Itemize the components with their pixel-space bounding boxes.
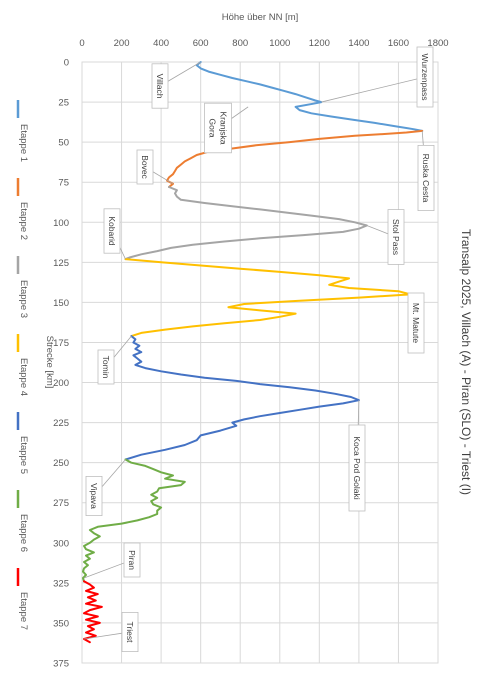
legend-label: Etappe 1	[18, 124, 29, 162]
elevation-tick-label: 600	[193, 38, 209, 49]
annotation-leader-wurzenpass	[321, 76, 426, 103]
annotation-label: Ruska Cesta	[421, 154, 431, 203]
series-line-etappe-7	[83, 580, 103, 644]
distance-tick-label: 150	[53, 298, 69, 309]
legend-item-etappe-3: Etappe 3	[16, 256, 29, 318]
annotation-box	[97, 349, 115, 385]
annotation-box	[387, 209, 405, 265]
legend-item-etappe-6: Etappe 6	[16, 490, 29, 552]
annotation-box	[123, 542, 141, 578]
annotation-tomin: Tomin	[97, 349, 115, 385]
annotation-bovec: Bovec	[136, 149, 154, 185]
tick-labels: 0 25 50 75 100 125 150 175 200 225 250 275 300 325 350…	[53, 38, 448, 670]
distance-tick-label: 375	[53, 659, 69, 670]
annotation-box	[416, 46, 434, 108]
distance-tick-label: 350	[53, 618, 69, 629]
legend-item-etappe-2: Etappe 2	[16, 178, 29, 240]
y-axis-title: Höhe über NN [m]	[222, 12, 299, 23]
legend-label: Etappe 4	[18, 358, 29, 396]
annotation-kobarid: Kobarid	[103, 208, 121, 254]
annotation-label: Gora	[208, 119, 218, 138]
annotation-box	[85, 475, 103, 517]
annotation-box	[348, 424, 366, 512]
annotation-stol-pass: Stol Pass	[387, 209, 405, 265]
annotation-label: Vipava	[89, 483, 99, 509]
x-axis-title: Strecke [km]	[44, 336, 55, 389]
series-line-etappe-5	[124, 335, 360, 461]
legend-label: Etappe 5	[18, 436, 29, 474]
annotation-vipava: Vipava	[85, 475, 103, 517]
legend: Etappe 1 Etappe 2 Etappe 3 Etappe 4 Etappe 5…	[16, 100, 29, 630]
elevation-tick-label: 800	[232, 38, 248, 49]
annotation-box	[103, 208, 121, 254]
distance-tick-label: 100	[53, 218, 69, 229]
annotation-label: Villach	[155, 74, 165, 99]
annotation-koca-pod-golaki: Koca Pod Golaki	[348, 424, 366, 512]
annotation-box	[151, 63, 169, 109]
annotation-wurzenpass: Wurzenpass	[416, 46, 434, 108]
elevation-tick-label: 1800	[427, 38, 448, 49]
elevation-tick-label: 1200	[309, 38, 330, 49]
series-line-etappe-4	[124, 258, 412, 338]
annotation-label: Wurzenpass	[420, 53, 430, 100]
elevation-tick-label: 400	[153, 38, 169, 49]
distance-tick-label: 275	[53, 498, 69, 509]
distance-tick-label: 250	[53, 458, 69, 469]
annotation-box	[121, 611, 139, 653]
annotation-label: Tomin	[101, 356, 111, 379]
annotation-villach: Villach	[151, 63, 169, 109]
elevation-tick-label: 1000	[269, 38, 290, 49]
elevation-tick-label: 1400	[348, 38, 369, 49]
distance-tick-label: 225	[53, 418, 69, 429]
annotation-label: Mt. Matute	[411, 303, 421, 343]
series-line-etappe-2	[166, 129, 424, 188]
legend-label: Etappe 7	[18, 592, 29, 630]
legend-label: Etappe 6	[18, 514, 29, 552]
annotation-triest: Triest	[121, 611, 139, 653]
annotation-label: Piran	[127, 550, 137, 570]
legend-label: Etappe 3	[18, 280, 29, 318]
annotation-box	[136, 149, 154, 185]
annotation-label: Bovec	[140, 155, 150, 179]
legend-item-etappe-4: Etappe 4	[16, 334, 29, 396]
legend-item-etappe-1: Etappe 1	[16, 100, 29, 162]
series-line-etappe-3	[124, 186, 368, 261]
distance-tick-label: 75	[58, 178, 69, 189]
elevation-tick-label: 1600	[388, 38, 409, 49]
series-lines	[82, 61, 424, 644]
elevation-tick-label: 200	[114, 38, 130, 49]
annotation-label: Koca Pod Golaki	[352, 436, 362, 499]
distance-tick-label: 0	[64, 58, 69, 69]
annotation-box	[204, 102, 232, 154]
chart-title: Transalp 2025, Villach (A) - Piran (SLO)…	[459, 229, 473, 495]
distance-tick-label: 50	[58, 138, 69, 149]
legend-item-etappe-7: Etappe 7	[16, 568, 29, 630]
legend-item-etappe-5: Etappe 5	[16, 412, 29, 474]
annotation-label: Triest	[125, 622, 135, 644]
annotation-label: Kobarid	[107, 216, 117, 246]
distance-tick-label: 300	[53, 538, 69, 549]
legend-label: Etappe 2	[18, 202, 29, 240]
distance-tick-label: 200	[53, 378, 69, 389]
distance-tick-label: 175	[53, 338, 69, 349]
annotation-ruska-cesta: Ruska Cesta	[417, 145, 435, 211]
annotation-label: Kranjska	[219, 111, 229, 144]
series-line-etappe-1	[195, 61, 424, 132]
annotation-box	[407, 292, 425, 354]
distance-tick-label: 325	[53, 578, 69, 589]
annotation-piran: Piran	[123, 542, 141, 578]
series-line-etappe-6	[82, 458, 186, 583]
distance-tick-label: 25	[58, 98, 69, 109]
distance-tick-label: 125	[53, 258, 69, 269]
annotation-box	[417, 145, 435, 211]
elevation-tick-label: 0	[79, 38, 84, 49]
annotation-label: Stol Pass	[391, 219, 401, 255]
annotation-mt-matute: Mt. Matute	[407, 292, 425, 354]
